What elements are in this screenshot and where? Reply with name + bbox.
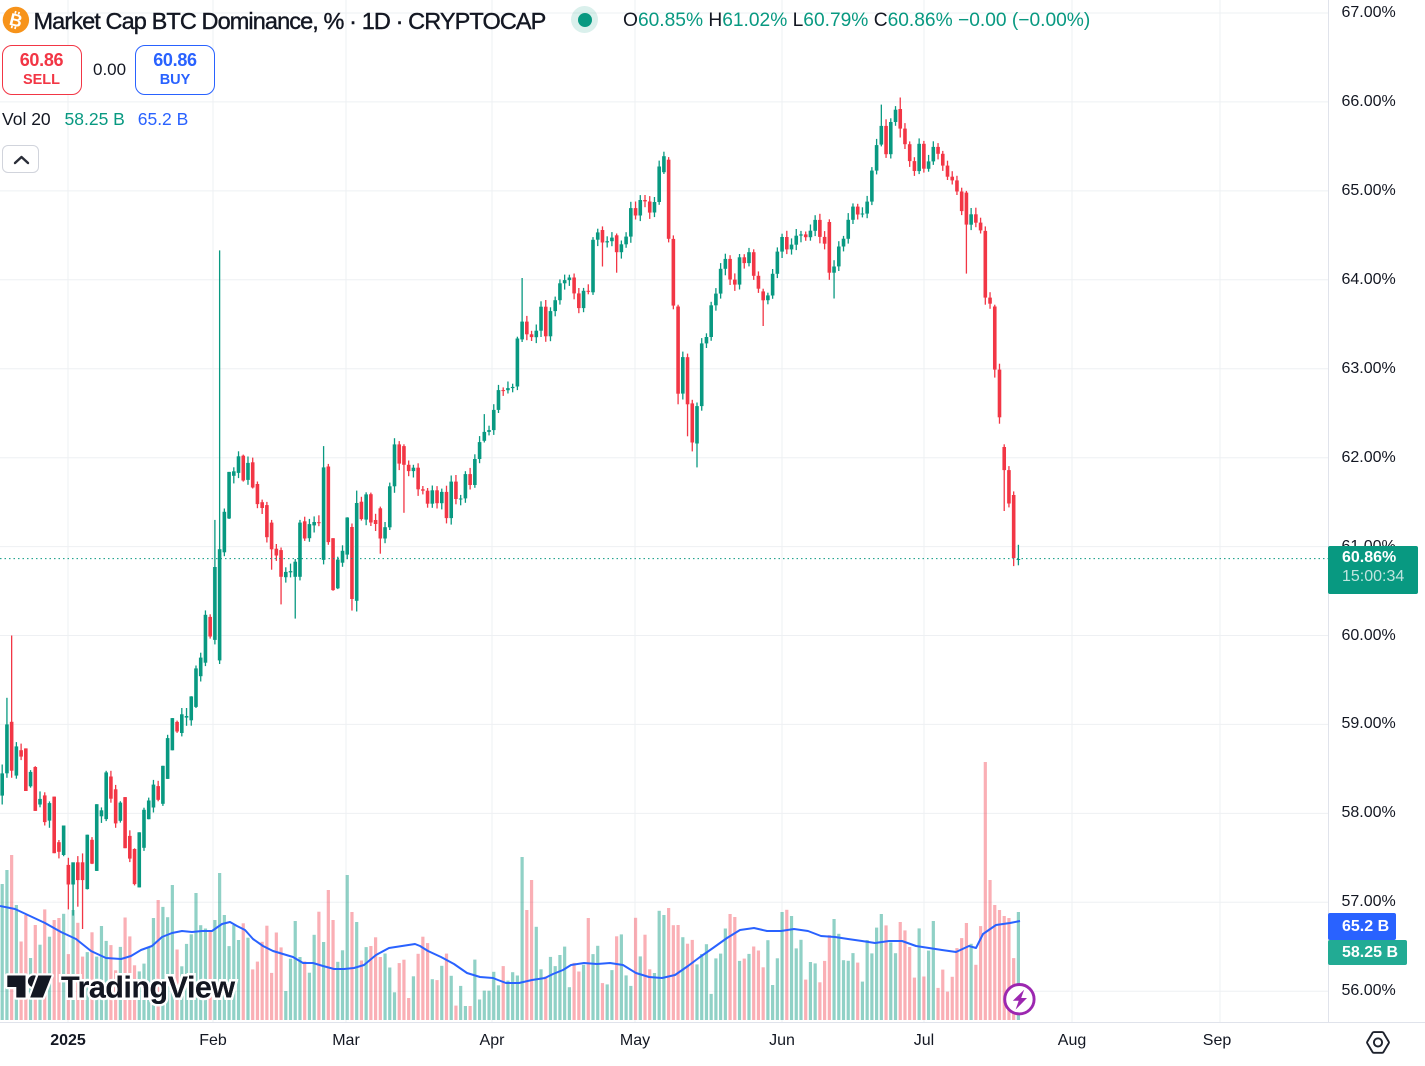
svg-text:TradingView: TradingView — [61, 971, 235, 1005]
svg-text:TradingView: TradingView — [61, 971, 235, 1005]
